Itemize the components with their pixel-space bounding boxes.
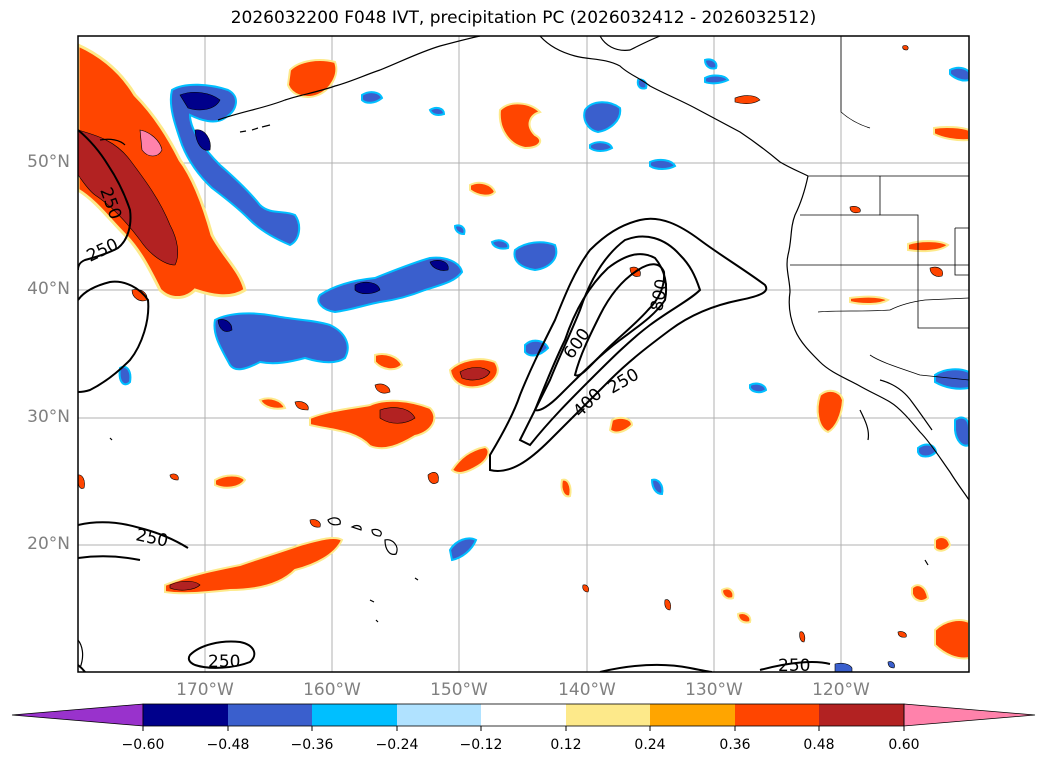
colorbar-tick-label: −0.24 xyxy=(375,737,419,753)
contour-250-nw xyxy=(78,129,132,271)
coastlines xyxy=(78,36,969,669)
contour-label: 250 xyxy=(208,652,240,672)
colorbar-tick-label: 0.12 xyxy=(550,737,582,753)
colorbar-tick-label: 0.24 xyxy=(634,737,666,753)
colorbar-outline xyxy=(142,703,905,727)
ivt-contours xyxy=(78,129,831,672)
colorbar xyxy=(11,703,1036,731)
colorbar-segment xyxy=(735,704,819,726)
colorbar-tick-label: 0.36 xyxy=(719,737,751,753)
lat-tick-label: 20°N xyxy=(27,534,70,554)
precip-neg-band-central xyxy=(317,256,464,314)
lat-tick-label: 30°N xyxy=(27,407,70,427)
contour-800-ar xyxy=(573,263,666,377)
map-frame xyxy=(77,35,970,673)
lon-tick-label: 150°W xyxy=(430,680,488,700)
contour-400-ar xyxy=(518,235,702,447)
colorbar-segment xyxy=(228,704,312,726)
precip-core-nw xyxy=(78,129,179,266)
colorbar-segment xyxy=(312,704,397,726)
lon-tick-label: 130°W xyxy=(685,680,743,700)
colorbar-tick-label: 0.48 xyxy=(803,737,835,753)
precip-band-nw xyxy=(78,43,247,299)
contour-250-south-2 xyxy=(187,640,256,669)
colorbar-segment xyxy=(566,704,650,726)
colorbar-segment xyxy=(143,704,228,726)
contour-label: 250 xyxy=(778,656,810,676)
lat-tick-label: 40°N xyxy=(27,279,70,299)
colorbar-tick-label: −0.48 xyxy=(206,737,250,753)
lon-tick-label: 170°W xyxy=(176,680,234,700)
colorbar-segment xyxy=(650,704,735,726)
contour-250-south xyxy=(78,521,189,549)
colorbar-extend-high xyxy=(903,703,1036,727)
colorbar-tick-label: −0.36 xyxy=(290,737,334,753)
colorbar-tick-label: −0.12 xyxy=(459,737,503,753)
contour-250-ar xyxy=(489,217,768,472)
precip-peak-nw xyxy=(139,129,163,157)
political-borders xyxy=(790,36,969,381)
lon-tick-label: 160°W xyxy=(303,680,361,700)
colorbar-tick-label: −0.60 xyxy=(121,737,165,753)
colorbar-tick-label: 0.60 xyxy=(888,737,920,753)
precip-neg-band-mid xyxy=(213,312,349,371)
colorbar-segment xyxy=(397,704,481,726)
lat-tick-label: 50°N xyxy=(27,152,70,172)
colorbar-ticks xyxy=(142,726,905,731)
lon-tick-label: 140°W xyxy=(558,680,616,700)
colorbar-extend-low xyxy=(11,703,144,727)
lon-tick-label: 120°W xyxy=(812,680,870,700)
colorbar-segment xyxy=(481,704,566,726)
colorbar-segment xyxy=(819,704,904,726)
contour-250-nw-2 xyxy=(78,280,150,393)
precip-negative-areas xyxy=(118,58,969,672)
map-title: 2026032200 F048 IVT, precipitation PC (2… xyxy=(230,8,817,28)
